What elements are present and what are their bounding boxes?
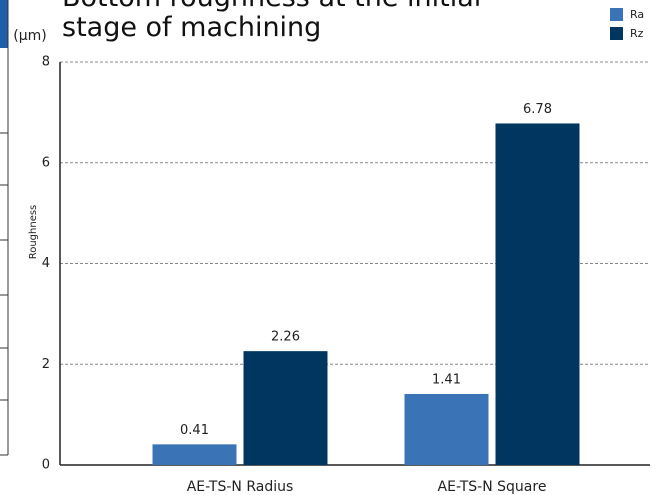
legend-label: Rz (630, 27, 644, 40)
y-tick-label: 2 (42, 357, 50, 372)
y-axis-label: Roughness (28, 205, 39, 260)
bar (495, 123, 580, 466)
y-tick-label: 0 (42, 458, 50, 473)
side-panel (0, 0, 8, 48)
bar (152, 444, 237, 465)
value-label: 0.41 (180, 423, 209, 438)
y-tick-label: 6 (42, 155, 50, 170)
chart-title: Bottom roughness at the initial stage of… (62, 0, 481, 43)
bar (404, 393, 489, 465)
value-label: 1.41 (432, 372, 461, 387)
x-tick-label: AE-TS-N Radius (187, 479, 294, 495)
legend-swatch (610, 27, 623, 40)
y-tick-label: 8 (42, 55, 50, 70)
unit-label: (μm) (13, 28, 46, 44)
value-label: 6.78 (523, 102, 552, 117)
value-label: 2.26 (271, 330, 300, 345)
legend-label: Ra (630, 8, 644, 21)
y-tick-label: 4 (42, 256, 50, 271)
x-tick-label: AE-TS-N Square (438, 479, 547, 495)
side-rows (0, 132, 8, 456)
bar (243, 351, 328, 465)
legend-swatch (610, 8, 623, 21)
